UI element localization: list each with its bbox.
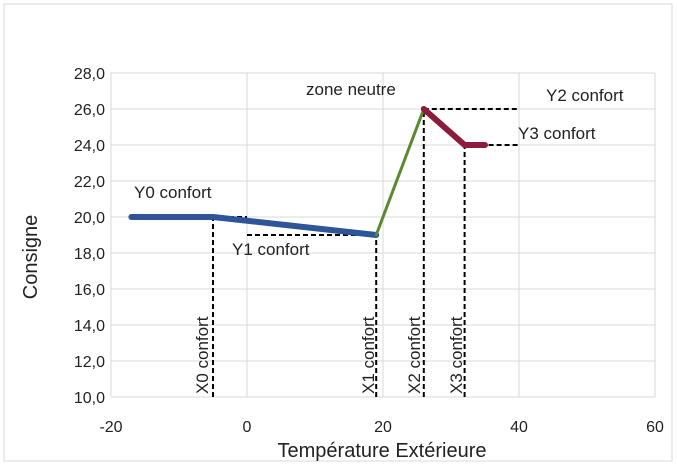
- annotation-x2: X2 confort: [405, 316, 424, 394]
- series-layer: [128, 106, 488, 238]
- y-axis-title: Consigne: [20, 215, 42, 300]
- series-line-1: [128, 214, 380, 238]
- y-tick-label: 12,0: [74, 354, 105, 371]
- y-tick-label: 16,0: [74, 282, 105, 299]
- x-tick-label: 0: [243, 419, 252, 436]
- y-tick-label: 14,0: [74, 318, 105, 335]
- annotation-x0: X0 confort: [193, 316, 212, 394]
- tick-layer: 10,0 12,0 14,0 16,0 18,0 20,0 22,0 24,0 26,0 28,0…: [74, 66, 664, 436]
- grid-layer: [110, 72, 656, 398]
- annotation-y0: Y0 confort: [134, 183, 212, 202]
- y-tick-label: 18,0: [74, 246, 105, 263]
- y-tick-label: 10,0: [74, 390, 105, 407]
- x-tick-label: 40: [510, 419, 528, 436]
- x-tick-label: -20: [99, 419, 122, 436]
- y-tick-label: 20,0: [74, 210, 105, 227]
- annotation-x3: X3 confort: [447, 316, 466, 394]
- x-tick-label: 60: [646, 419, 664, 436]
- y-tick-label: 26,0: [74, 102, 105, 119]
- x-tick-label: 20: [374, 419, 392, 436]
- annotation-zone-neutre: zone neutre: [306, 80, 396, 99]
- y-tick-label: 28,0: [74, 66, 105, 83]
- x-axis-title: Température Extérieure: [278, 440, 487, 462]
- annotation-x1: X1 confort: [359, 316, 378, 394]
- series-line-2: [374, 107, 426, 237]
- y-tick-label: 22,0: [74, 174, 105, 191]
- y-tick-label: 24,0: [74, 138, 105, 155]
- series-line-3: [420, 106, 488, 148]
- annotation-y2: Y2 confort: [546, 86, 624, 105]
- annotation-y3: Y3 confort: [518, 124, 596, 143]
- annotation-y1: Y1 confort: [232, 240, 310, 259]
